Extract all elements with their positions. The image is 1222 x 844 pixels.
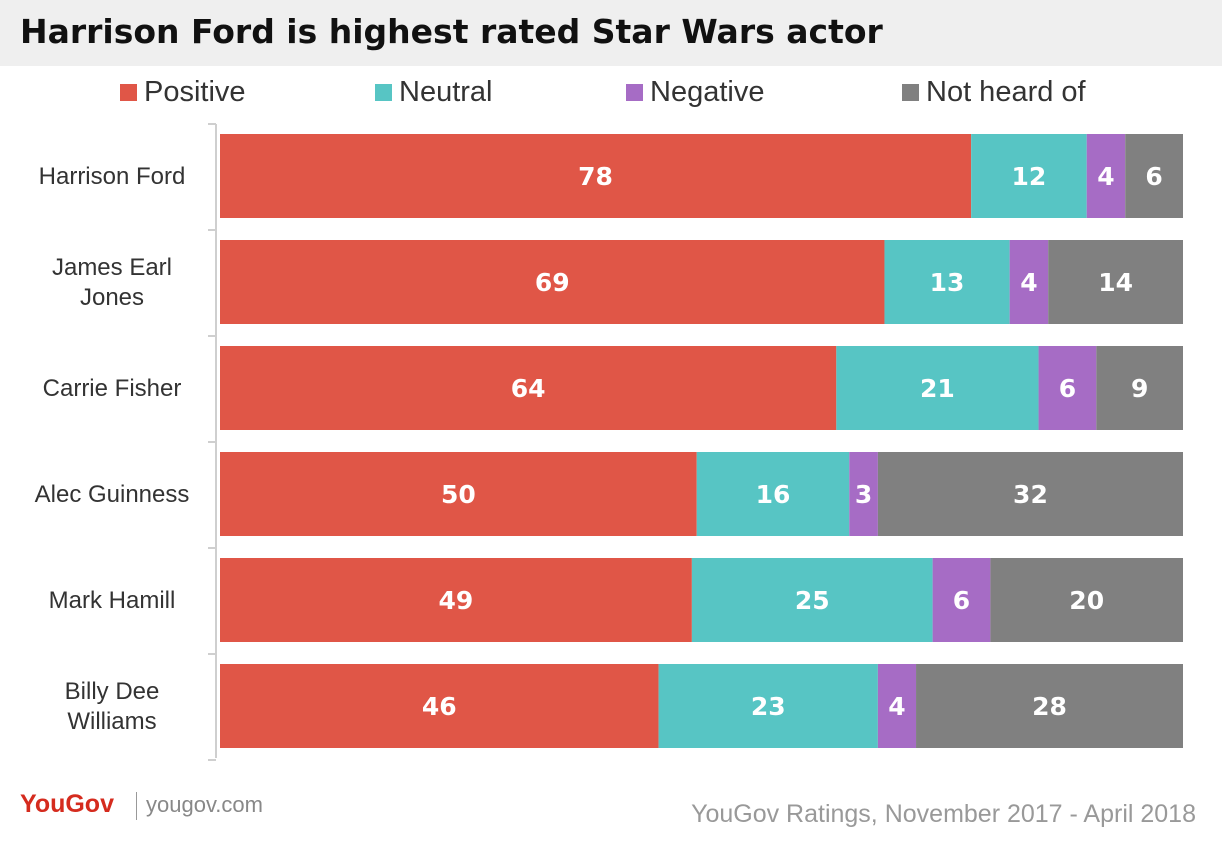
category-label: Carrie Fisher — [43, 375, 182, 402]
bar-segment-negative — [1009, 240, 1049, 324]
data-label: 28 — [1032, 692, 1067, 721]
data-label: 6 — [1059, 374, 1076, 403]
category-label: Jones — [80, 284, 144, 311]
bar-segment-not-heard-of — [877, 452, 1183, 536]
data-label: 12 — [1012, 162, 1047, 191]
bar-segment-neutral — [658, 664, 878, 748]
data-label: 46 — [422, 692, 457, 721]
bar-segment-negative — [932, 558, 991, 642]
bar-segment-positive — [220, 346, 837, 430]
bar-segment-positive — [220, 664, 659, 748]
category-label: Harrison Ford — [39, 163, 186, 190]
bar-segment-not-heard-of — [1048, 240, 1183, 324]
bar-segment-positive — [220, 240, 885, 324]
data-label: 4 — [1097, 162, 1114, 191]
category-label: James Earl — [52, 254, 172, 281]
yougov-logo: YouGov — [20, 790, 114, 818]
legend-label-not-heard-of: Not heard of — [926, 76, 1086, 108]
data-label: 69 — [535, 268, 570, 297]
bar-segment-neutral — [691, 558, 933, 642]
legend-label-neutral: Neutral — [399, 76, 493, 108]
legend-swatch-negative — [626, 84, 643, 101]
legend-item-not-heard-of: Not heard of — [902, 76, 1086, 109]
data-label: 4 — [1020, 268, 1037, 297]
chart-title: Harrison Ford is highest rated Star Wars… — [20, 12, 883, 51]
category-label: Alec Guinness — [35, 481, 190, 508]
bar-segment-not-heard-of — [990, 558, 1183, 642]
data-label: 9 — [1131, 374, 1148, 403]
category-label: Billy Dee — [65, 678, 160, 705]
bar-segment-neutral — [884, 240, 1010, 324]
bar-segment-negative — [877, 664, 917, 748]
data-label: 13 — [930, 268, 965, 297]
legend-swatch-neutral — [375, 84, 392, 101]
legend-swatch-positive — [120, 84, 137, 101]
data-label: 3 — [855, 480, 872, 509]
legend-item-positive: Positive — [120, 76, 246, 109]
bar-segment-not-heard-of — [916, 664, 1183, 748]
bar-segment-neutral — [971, 134, 1087, 218]
data-label: 49 — [439, 586, 474, 615]
data-label: 78 — [578, 162, 613, 191]
data-label: 6 — [953, 586, 970, 615]
legend-item-negative: Negative — [626, 76, 764, 109]
data-label: 20 — [1069, 586, 1104, 615]
data-label: 21 — [920, 374, 955, 403]
bar-segment-not-heard-of — [1125, 134, 1183, 218]
legend-label-negative: Negative — [650, 76, 765, 108]
bar-segment-negative — [1038, 346, 1097, 430]
data-label: 32 — [1013, 480, 1048, 509]
data-label: 4 — [888, 692, 905, 721]
category-label: Williams — [67, 708, 156, 735]
bar-segment-not-heard-of — [1096, 346, 1183, 430]
bar-segment-negative — [1086, 134, 1126, 218]
legend: Positive Neutral Negative Not heard of — [0, 76, 1222, 112]
data-label: 6 — [1145, 162, 1162, 191]
footer-separator — [136, 792, 137, 820]
footer-source: YouGov Ratings, November 2017 - April 20… — [691, 800, 1196, 828]
legend-label-positive: Positive — [144, 76, 246, 108]
data-label: 64 — [511, 374, 546, 403]
title-band — [0, 0, 1222, 66]
data-label: 23 — [751, 692, 786, 721]
category-label: Mark Hamill — [49, 587, 176, 614]
bar-segment-positive — [220, 134, 972, 218]
bar-segment-neutral — [836, 346, 1039, 430]
bar-segment-positive — [220, 558, 692, 642]
data-label: 14 — [1098, 268, 1133, 297]
bar-segment-positive — [220, 452, 697, 536]
data-label: 16 — [756, 480, 791, 509]
footer-url[interactable]: yougov.com — [146, 792, 263, 817]
legend-swatch-not-heard-of — [902, 84, 919, 101]
bar-segment-negative — [849, 452, 878, 536]
bar-segment-neutral — [696, 452, 850, 536]
data-label: 50 — [441, 480, 476, 509]
legend-item-neutral: Neutral — [375, 76, 493, 109]
data-label: 25 — [795, 586, 830, 615]
